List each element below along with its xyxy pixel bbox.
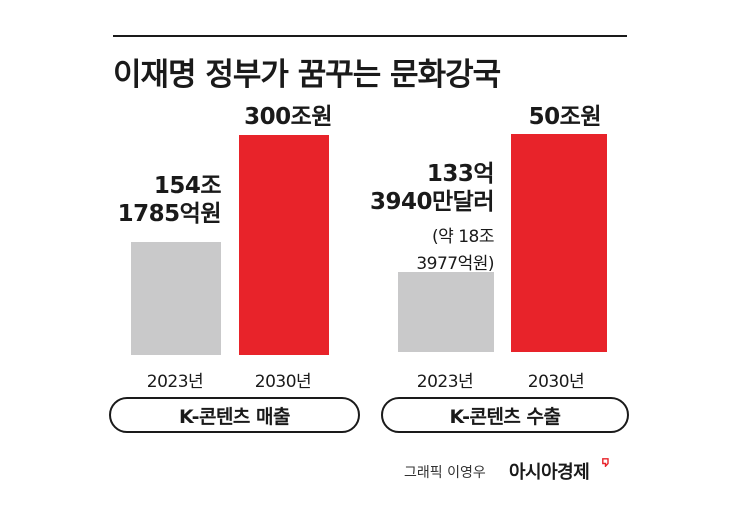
chart-title: 이재명 정부가 꿈꾸는 문화강국 [113, 57, 501, 93]
value-label-exports-2023-line1: 133억 [426, 161, 495, 187]
group-label-exports: K-콘텐츠 수출 [381, 397, 629, 433]
graphic-credit: 그래픽 이영우 [404, 465, 486, 481]
group-label-sales: K-콘텐츠 매출 [109, 397, 360, 433]
top-rule [113, 35, 627, 37]
value-label-sales-2023-line2: 1785억원 [117, 201, 222, 227]
brand-name: 아시아경제 [509, 462, 590, 483]
value-label-exports-2023-line2: 3940만달러 [370, 189, 495, 215]
value-label-sales-2023-line1: 154조 [153, 173, 222, 199]
bar-sales-2023 [131, 242, 221, 355]
value-label-sales-2030: 300조원 [244, 104, 332, 130]
tick-label-sales-2023: 2023년 [146, 372, 204, 392]
bar-exports-2030 [511, 134, 607, 352]
value-note-exports-2023-line2: 3977억원) [416, 254, 494, 274]
brand-mark-icon [602, 458, 609, 467]
tick-label-exports-2030: 2030년 [527, 372, 585, 392]
value-note-exports-2023-line1: (약 18조 [432, 227, 494, 247]
tick-label-exports-2023: 2023년 [416, 372, 474, 392]
value-label-exports-2030: 50조원 [528, 104, 602, 130]
bar-sales-2030 [239, 135, 329, 355]
bar-exports-2023 [398, 271, 494, 352]
tick-label-sales-2030: 2030년 [254, 372, 312, 392]
